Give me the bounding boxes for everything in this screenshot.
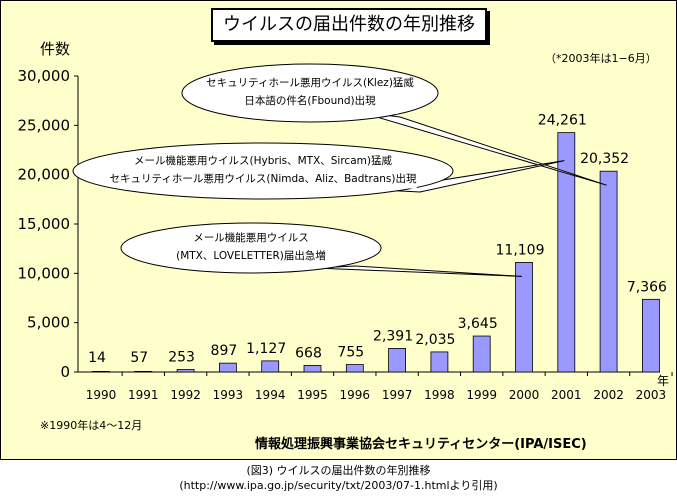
bar-1997 xyxy=(388,348,407,373)
callout-text: (MTX、LOVELETTER)届出急増 xyxy=(176,249,326,262)
callout-bubble xyxy=(120,222,382,274)
bar-1992 xyxy=(176,369,195,373)
source-label: 情報処理振興事業協会セキュリティセンター(IPA/ISEC) xyxy=(255,437,587,452)
callout-joint xyxy=(382,182,418,189)
y-tick-label: 15,000 xyxy=(18,215,71,233)
y-tick-label: 30,000 xyxy=(18,67,71,85)
data-label: 755 xyxy=(337,345,364,361)
x-tick-label: 1995 xyxy=(297,388,328,402)
x-tick-label: 2000 xyxy=(509,388,540,402)
bar-2000 xyxy=(515,261,533,373)
x-tick-label: 1996 xyxy=(340,388,371,402)
bar-1994 xyxy=(261,360,280,373)
bar-1995 xyxy=(303,365,322,373)
note-2003-period: （*2003年は1−6月） xyxy=(545,52,657,65)
callout-text: セキュリティホール悪用ウイルス(Klez)猛威 xyxy=(206,76,414,89)
bar-2002 xyxy=(599,170,618,373)
y-tick-label: 0 xyxy=(60,363,70,381)
bar-1998 xyxy=(430,351,449,373)
x-tick-label: 2001 xyxy=(551,388,582,402)
bar-1999 xyxy=(472,335,491,373)
bar-1991 xyxy=(134,370,153,373)
x-tick-label: 1994 xyxy=(255,388,286,402)
callout-text: セキュリティホール悪用ウイルス(Nimda、Aliz、Badtrans)出現 xyxy=(110,172,417,185)
data-label: 897 xyxy=(211,343,238,359)
y-tick-label: 20,000 xyxy=(18,166,71,184)
figure-caption-url: (http://www.ipa.go.jp/security/txt/2003/… xyxy=(179,479,498,492)
x-axis-label: 年 xyxy=(657,374,669,388)
figure-caption: (図3) ウイルスの届出件数の年別推移 xyxy=(246,464,431,477)
bar-2001 xyxy=(557,132,576,373)
x-tick-label: 1997 xyxy=(382,388,413,402)
x-tick-label: 2002 xyxy=(593,388,624,402)
bar-1990 xyxy=(92,370,110,373)
data-label: 11,109 xyxy=(496,242,545,258)
chart-title: ウイルスの届出件数の年別推移 xyxy=(211,8,487,42)
data-label: 2,035 xyxy=(415,332,455,348)
y-tick-label: 25,000 xyxy=(18,116,71,134)
y-tick-label: 5,000 xyxy=(27,314,70,332)
x-tick-label: 1999 xyxy=(466,388,497,402)
x-tick-label: 1998 xyxy=(424,388,455,402)
bar-2003 xyxy=(642,298,660,373)
data-label: 24,261 xyxy=(538,113,587,129)
data-label: 1,127 xyxy=(246,341,286,357)
data-label: 14 xyxy=(88,350,106,366)
bar-chart: 0 5,000 10,000 15,000 20,000 25,000 30,000 1990… xyxy=(18,63,673,402)
y-axis-label: 件数 xyxy=(40,40,71,58)
y-tick-label: 10,000 xyxy=(18,264,71,282)
callout-joint xyxy=(317,258,353,265)
data-label: 20,352 xyxy=(580,151,629,167)
callout-text: メール機能悪用ウイルス xyxy=(193,231,309,244)
x-tick-label: 2003 xyxy=(636,388,667,402)
data-label: 2,391 xyxy=(373,328,413,344)
callout-joint xyxy=(362,104,398,114)
x-tick-label: 1992 xyxy=(170,388,201,402)
callout-tail xyxy=(314,265,523,277)
callout-text: メール機能悪用ウイルス(Hybris、MTX、Sircam)猛威 xyxy=(134,154,392,167)
data-label: 668 xyxy=(295,345,322,361)
callout-bubble xyxy=(181,63,439,123)
bar-1996 xyxy=(345,364,364,373)
data-label: 7,366 xyxy=(627,279,667,295)
callout-bubble xyxy=(72,142,454,200)
data-label: 253 xyxy=(168,350,195,366)
x-tick-label: 1991 xyxy=(128,388,159,402)
x-tick-label: 1993 xyxy=(213,388,244,402)
data-label: 57 xyxy=(130,350,148,366)
note-1990-period: ※1990年は4〜12月 xyxy=(40,419,143,432)
data-label: 3,645 xyxy=(458,316,498,332)
x-tick-label: 1990 xyxy=(86,388,117,402)
callout-text: 日本語の件名(Fbound)出現 xyxy=(244,94,376,107)
bar-1993 xyxy=(218,362,237,373)
